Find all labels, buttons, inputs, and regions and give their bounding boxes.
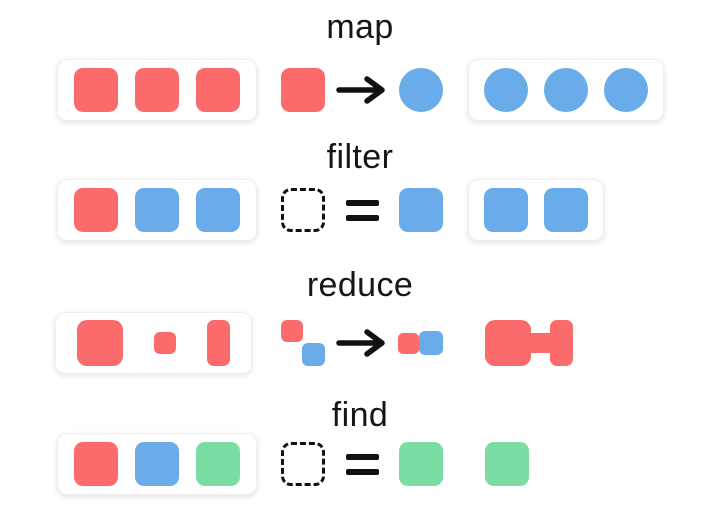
blue-circle-shape: [399, 68, 443, 112]
output-merged-value: [468, 312, 573, 374]
blue-square-shape: [135, 188, 179, 232]
red-square-shape: [74, 442, 118, 486]
red-merged-shape: [485, 320, 573, 366]
reduce-pair-shape: [398, 331, 443, 355]
input-array-box: [57, 179, 257, 241]
input-array-box: [57, 433, 257, 495]
blue-square-shape: [196, 188, 240, 232]
operation-reduce: [281, 312, 443, 374]
red-rect-tall-shape: [207, 320, 230, 366]
row-title-map: map: [326, 8, 394, 46]
row-body-map: [0, 59, 720, 121]
green-square-shape: [196, 442, 240, 486]
row-body-find: [0, 433, 720, 495]
operation-filter: [281, 179, 443, 241]
blue-square-shape: [399, 188, 443, 232]
blue-square-shape: [484, 188, 528, 232]
red-square-shape: [281, 68, 325, 112]
blue-circle-shape: [604, 68, 648, 112]
equals-icon: [345, 199, 379, 221]
op-output-shape: [399, 68, 443, 112]
input-array-box: [55, 312, 252, 374]
reduce-cluster-shape: [281, 320, 325, 366]
op-input-shape: [281, 68, 325, 112]
blue-circle-shape: [544, 68, 588, 112]
blue-square-shape: [544, 188, 588, 232]
operation-map: [281, 59, 443, 121]
blue-circle-shape: [484, 68, 528, 112]
blue-square-shape: [135, 442, 179, 486]
row-body-reduce: [0, 312, 720, 374]
red-square-shape: [74, 68, 118, 112]
output-found-value: [468, 433, 529, 495]
red-square-sm-shape: [154, 332, 176, 354]
input-array-box: [57, 59, 257, 121]
red-square-lg-shape: [77, 320, 123, 366]
output-array-box: [468, 59, 664, 121]
op-predicate-shape: [281, 442, 325, 486]
green-square-shape: [399, 442, 443, 486]
dashed-square-shape: [281, 188, 325, 232]
red-square-shape: [196, 68, 240, 112]
arrow-icon: [335, 328, 388, 358]
op-match-shape: [399, 188, 443, 232]
op-combined-shapes: [398, 331, 443, 355]
row-title-find: find: [331, 396, 389, 434]
dashed-square-shape: [281, 442, 325, 486]
output-array-box: [468, 179, 604, 241]
row-body-filter: [0, 179, 720, 241]
operation-find: [281, 433, 443, 495]
op-predicate-shape: [281, 188, 325, 232]
arrow-icon: [336, 75, 388, 105]
op-accumulator-shapes: [281, 320, 325, 366]
green-square-shape: [485, 442, 529, 486]
red-square-shape: [74, 188, 118, 232]
row-title-reduce: reduce: [306, 266, 414, 304]
red-square-shape: [135, 68, 179, 112]
row-title-filter: filter: [326, 138, 394, 176]
op-match-shape: [399, 442, 443, 486]
equals-icon: [345, 453, 379, 475]
